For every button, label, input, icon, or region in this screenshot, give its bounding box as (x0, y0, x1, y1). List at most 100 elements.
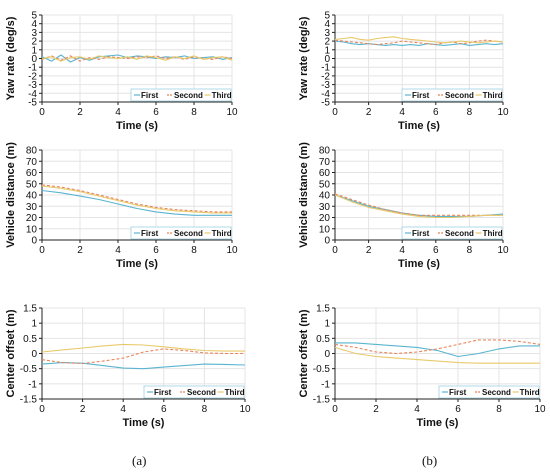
x-tick-label: 0 (39, 245, 45, 256)
y-tick-label: 10 (26, 224, 38, 235)
y-tick-label: 30 (319, 202, 331, 213)
y-tick-label: 0 (324, 54, 330, 65)
y-tick-label: 2 (324, 37, 330, 48)
x-tick-label: 10 (534, 404, 546, 415)
x-axis-title: Time (s) (398, 258, 440, 270)
y-tick-label: 20 (319, 213, 331, 224)
y-tick-label: 4 (324, 19, 330, 30)
legend-label-second: Second (482, 388, 511, 397)
x-tick-label: 6 (455, 404, 461, 415)
y-tick-label: 1.5 (23, 304, 37, 315)
y-axis-title: Yaw rate (deg/s) (298, 16, 310, 100)
x-tick-label: 2 (80, 404, 86, 415)
x-tick-label: 0 (39, 107, 45, 118)
y-tick-label: 0 (31, 54, 37, 65)
chart-a-offset: 0 2 4 6 8 10 -1.5 -1 -0.5 0 0.5 1 1.5 Time (s) Center … (5, 304, 251, 430)
x-tick-label: 4 (414, 404, 420, 415)
x-axis-title: Time (s) (116, 258, 158, 270)
y-tick-label: 5 (31, 11, 37, 22)
y-tick-label: 1.5 (316, 304, 330, 315)
x-tick-label: 10 (497, 107, 509, 118)
y-tick-label: 1 (324, 45, 330, 56)
series-line-second (334, 339, 541, 355)
y-tick-label: 0.5 (23, 334, 37, 345)
legend-label-second: Second (174, 91, 203, 100)
legend: First Second Third (401, 226, 503, 240)
y-tick-label: 10 (319, 224, 331, 235)
y-tick-label: 1 (324, 319, 330, 330)
x-tick-label: 6 (433, 107, 439, 118)
y-axis-title: Yaw rate (deg/s) (5, 16, 17, 100)
y-tick-label: -1.5 (20, 395, 38, 406)
x-tick-label: 10 (226, 107, 238, 118)
x-tick-label: 2 (77, 245, 83, 256)
y-tick-label: -0.5 (20, 364, 38, 375)
x-axis-title: Time (s) (417, 417, 459, 429)
legend-box (401, 226, 503, 240)
x-tick-label: 8 (467, 245, 473, 256)
legend: First Second Third (143, 385, 245, 399)
y-tick-label: 1 (31, 319, 37, 330)
legend-box (130, 88, 232, 102)
series-line-first (41, 362, 246, 370)
y-tick-label: 70 (26, 157, 38, 168)
y-tick-label: -1 (28, 379, 37, 390)
legend-box (438, 385, 540, 399)
caption-b: (b) (422, 453, 438, 468)
x-tick-label: 6 (153, 107, 159, 118)
x-tick-label: 10 (497, 245, 509, 256)
y-tick-label: 0 (31, 349, 37, 360)
y-tick-label: 50 (319, 179, 331, 190)
y-tick-label: -1.5 (313, 395, 331, 406)
x-tick-label: 10 (239, 404, 251, 415)
series-line-second (334, 39, 504, 46)
x-tick-label: 2 (366, 245, 372, 256)
chart-b-offset: 0 2 4 6 8 10 -1.5 -1 -0.5 0 0.5 1 1.5 Time (s) Center … (298, 304, 546, 430)
y-tick-label: 0.5 (316, 334, 330, 345)
x-tick-label: 6 (161, 404, 167, 415)
legend-label-third: Third (483, 229, 503, 238)
y-tick-label: 80 (319, 146, 331, 157)
x-tick-label: 2 (373, 404, 379, 415)
legend-label-first: First (141, 91, 159, 100)
y-axis-title: Vehicle distance (m) (5, 142, 17, 248)
x-tick-label: 4 (399, 245, 405, 256)
y-tick-label: -2 (321, 71, 330, 82)
series-line-second (41, 184, 232, 213)
x-axis-title: Time (s) (116, 120, 158, 132)
legend: First Second Third (130, 226, 232, 240)
y-tick-label: -1 (28, 63, 37, 74)
x-tick-label: 6 (433, 245, 439, 256)
series-line-second (41, 55, 233, 62)
y-tick-label: 2 (31, 37, 37, 48)
series-line-third (334, 36, 504, 44)
series-line-first (334, 194, 504, 217)
legend: First Second Third (401, 88, 503, 102)
y-tick-label: 3 (324, 28, 330, 39)
y-tick-label: -4 (28, 89, 37, 100)
x-tick-label: 4 (399, 107, 405, 118)
y-tick-label: 40 (319, 191, 331, 202)
series-line-first (334, 40, 504, 46)
x-tick-label: 8 (496, 404, 502, 415)
y-axis-title: Center offset (m) (298, 309, 310, 397)
legend-label-first: First (449, 388, 467, 397)
legend-label-first: First (141, 229, 159, 238)
series-line-third (41, 55, 233, 62)
x-tick-label: 2 (366, 107, 372, 118)
y-tick-label: -0.5 (313, 364, 331, 375)
y-tick-label: -4 (321, 89, 330, 100)
y-tick-label: 1 (31, 45, 37, 56)
x-tick-label: 8 (202, 404, 208, 415)
caption-a: (a) (132, 453, 147, 468)
y-tick-label: 80 (26, 146, 38, 157)
x-tick-label: 2 (77, 107, 83, 118)
legend-label-first: First (412, 91, 430, 100)
legend-label-third: Third (483, 91, 503, 100)
y-tick-label: 60 (26, 168, 38, 179)
y-axis-title: Center offset (m) (5, 309, 17, 397)
x-tick-label: 0 (332, 107, 338, 118)
y-tick-label: 0 (324, 349, 330, 360)
x-tick-label: 4 (115, 245, 121, 256)
